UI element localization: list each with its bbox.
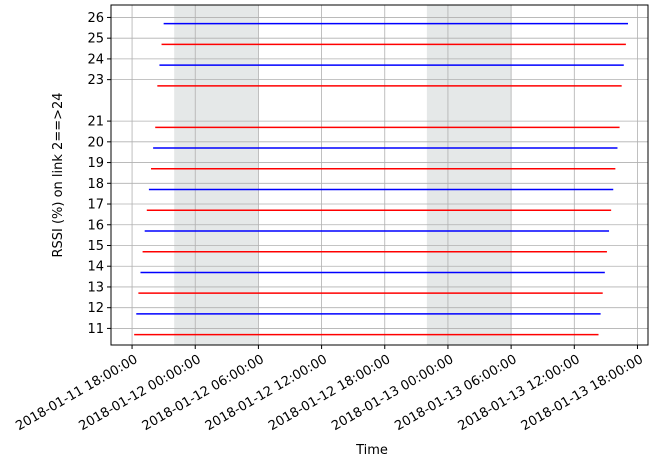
plot-frame bbox=[110, 4, 649, 346]
grid bbox=[111, 5, 648, 345]
y-tick-label: 11 bbox=[87, 322, 104, 337]
y-tick-label: 21 bbox=[87, 115, 104, 130]
y-axis-ticks: 11 12 13 14 15 16 17 18 19 20 21 23 24 25 26 bbox=[87, 11, 111, 337]
y-tick-label: 16 bbox=[87, 218, 104, 233]
y-tick-label: 24 bbox=[87, 52, 104, 67]
y-tick-label: 17 bbox=[87, 198, 104, 213]
y-axis-label: RSSI (%) on link 2==>24 bbox=[51, 92, 66, 257]
y-tick-label: 18 bbox=[87, 177, 104, 192]
series-lines bbox=[134, 22, 628, 336]
y-tick-label: 25 bbox=[87, 32, 104, 47]
shaded-span-1 bbox=[174, 5, 259, 345]
y-tick-label: 13 bbox=[87, 280, 104, 295]
y-tick-label: 19 bbox=[87, 156, 104, 171]
y-tick-label: 26 bbox=[87, 11, 104, 26]
x-axis-label: Time bbox=[355, 443, 388, 456]
y-tick-label: 20 bbox=[87, 135, 104, 150]
y-tick-label: 12 bbox=[87, 301, 104, 316]
y-tick-label: 14 bbox=[87, 260, 104, 275]
y-tick-label: 15 bbox=[87, 239, 104, 254]
x-tick-label: 2018-01-13 18:00:00 bbox=[519, 352, 646, 434]
y-tick-label: 23 bbox=[87, 73, 104, 88]
shaded-spans bbox=[174, 5, 512, 345]
shaded-span-2 bbox=[426, 5, 512, 345]
